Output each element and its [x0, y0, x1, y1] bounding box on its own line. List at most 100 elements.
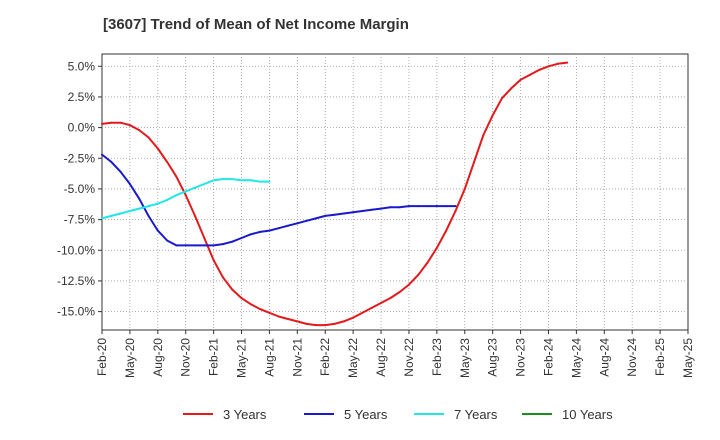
data-point-7-years [156, 202, 159, 205]
data-point-7-years [138, 207, 141, 210]
y-tick-label: -7.5% [64, 213, 96, 227]
data-point-3-years [370, 306, 373, 309]
data-point-7-years [203, 183, 206, 185]
data-point-7-years [119, 212, 122, 215]
y-tick-label: -2.5% [64, 151, 96, 165]
data-point-5-years [277, 227, 280, 230]
x-tick-label: May-21 [235, 338, 249, 378]
x-tick-label: Aug-22 [374, 338, 388, 377]
x-tick-label: Feb-24 [541, 338, 555, 376]
data-point-5-years [166, 239, 169, 242]
data-point-3-years [342, 320, 345, 323]
data-point-3-years [194, 214, 196, 217]
x-tick-label: Nov-20 [179, 338, 193, 377]
data-point-5-years [417, 205, 420, 208]
data-point-7-years [259, 180, 262, 183]
data-point-3-years [380, 302, 382, 304]
data-point-7-years [194, 186, 196, 189]
data-point-7-years [268, 180, 271, 183]
data-point-3-years [221, 276, 224, 279]
data-point-3-years [556, 62, 559, 65]
data-point-3-years [538, 68, 541, 71]
data-point-5-years [119, 170, 122, 173]
x-tick-label: Nov-21 [290, 338, 304, 377]
data-point-3-years [110, 121, 113, 124]
data-point-3-years [119, 121, 122, 124]
data-point-3-years [510, 87, 513, 90]
data-point-5-years [361, 210, 364, 212]
data-point-5-years [342, 212, 345, 215]
data-point-3-years [296, 320, 299, 323]
y-tick-label: -12.5% [57, 274, 95, 288]
x-tick-label: May-24 [569, 338, 583, 378]
plot-area [101, 53, 689, 331]
data-point-5-years [194, 244, 196, 247]
data-point-5-years [268, 229, 271, 232]
data-point-7-years [249, 179, 252, 182]
data-point-5-years [287, 224, 289, 227]
data-point-5-years [398, 206, 401, 209]
data-point-5-years [305, 219, 308, 222]
data-point-3-years [324, 324, 327, 327]
data-point-5-years [101, 153, 103, 156]
x-tick-label: May-20 [123, 338, 137, 378]
data-point-7-years [231, 178, 234, 181]
legend-label-3-years: 3 Years [223, 407, 267, 422]
data-point-5-years [445, 205, 448, 208]
data-point-3-years [147, 136, 150, 139]
data-point-5-years [408, 205, 410, 208]
plot-frame [101, 53, 689, 331]
x-tick-label: Nov-23 [514, 338, 528, 377]
data-point-7-years [147, 205, 150, 208]
data-point-3-years [175, 175, 178, 178]
legend-label-7-years: 7 Years [454, 407, 498, 422]
data-point-5-years [128, 183, 131, 185]
data-point-5-years [333, 213, 336, 216]
data-point-3-years [566, 61, 569, 64]
x-tick-label: Feb-20 [95, 338, 109, 376]
data-point-3-years [156, 147, 159, 150]
data-point-3-years [314, 324, 317, 327]
x-tick-label: Aug-24 [597, 338, 611, 377]
data-point-5-years [370, 208, 373, 211]
x-tick-label: May-22 [346, 338, 360, 378]
data-point-3-years [128, 124, 131, 127]
data-point-5-years [380, 207, 382, 210]
y-tick-label: 5.0% [68, 59, 96, 73]
data-point-7-years [221, 178, 224, 181]
data-point-7-years [110, 214, 113, 217]
data-point-5-years [156, 229, 159, 232]
data-point-3-years [352, 316, 355, 319]
data-point-3-years [138, 129, 141, 132]
data-point-5-years [212, 244, 215, 247]
data-point-3-years [528, 73, 531, 76]
data-point-5-years [231, 240, 234, 243]
data-point-3-years [454, 210, 457, 212]
data-point-3-years [463, 187, 466, 190]
x-tick-label: Aug-23 [486, 338, 500, 377]
y-tick-label: 2.5% [68, 90, 96, 104]
data-point-5-years [296, 222, 299, 225]
x-tick-label: Feb-21 [207, 338, 221, 376]
data-point-5-years [221, 243, 224, 246]
data-point-3-years [184, 194, 187, 197]
data-point-3-years [519, 78, 522, 81]
data-point-7-years [166, 199, 169, 201]
data-point-7-years [184, 190, 187, 193]
data-point-5-years [389, 206, 392, 209]
data-point-3-years [333, 322, 336, 325]
data-point-3-years [473, 160, 476, 163]
data-point-3-years [305, 322, 308, 325]
x-tick-label: Nov-22 [402, 338, 416, 377]
data-point-5-years [426, 205, 429, 208]
data-point-3-years [203, 237, 206, 239]
data-point-3-years [166, 160, 169, 163]
legend: 3 Years 5 Years 7 Years 10 Years [183, 407, 613, 422]
data-point-3-years [482, 134, 485, 136]
data-point-5-years [147, 214, 150, 217]
data-point-3-years [417, 273, 420, 276]
data-point-3-years [249, 303, 252, 306]
data-point-5-years [203, 244, 206, 247]
x-tick-label: Feb-22 [318, 338, 332, 376]
data-point-3-years [231, 288, 234, 291]
